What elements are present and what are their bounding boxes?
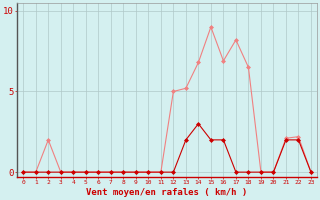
- X-axis label: Vent moyen/en rafales ( km/h ): Vent moyen/en rafales ( km/h ): [86, 188, 248, 197]
